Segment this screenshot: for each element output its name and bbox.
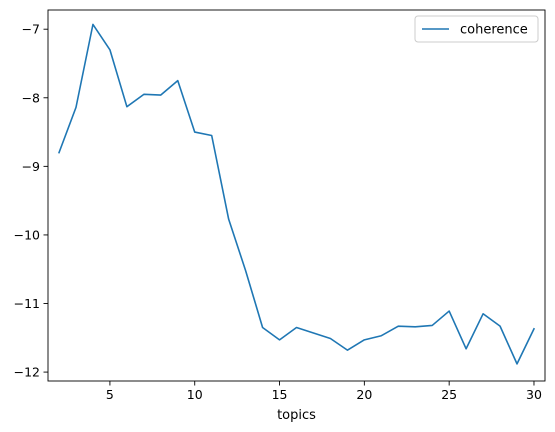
x-tick-label: 25 xyxy=(441,387,457,402)
y-tick-label: −8 xyxy=(22,90,40,105)
y-tick-label: −11 xyxy=(14,296,40,311)
y-tick-label: −10 xyxy=(14,227,40,242)
x-tick-label: 30 xyxy=(526,387,542,402)
x-tick-label: 5 xyxy=(106,387,114,402)
x-tick-label: 20 xyxy=(356,387,372,402)
y-axis-ticks: −12 −11 −10 −9 −8 −7 xyxy=(14,22,48,380)
legend-label-coherence: coherence xyxy=(460,23,528,38)
x-axis-ticks: 5 10 15 20 25 30 xyxy=(106,381,542,402)
y-tick-label: −12 xyxy=(14,365,40,380)
legend: coherence xyxy=(414,15,539,43)
series-line-coherence xyxy=(58,23,536,365)
x-tick-label: 15 xyxy=(272,387,288,402)
series-layer xyxy=(58,23,536,365)
y-tick-label: −7 xyxy=(22,22,40,37)
plot-frame xyxy=(47,9,546,382)
x-axis-label: topics xyxy=(277,408,316,423)
x-tick-label: 10 xyxy=(187,387,203,402)
legend-box xyxy=(414,15,539,43)
y-tick-label: −9 xyxy=(22,159,40,174)
